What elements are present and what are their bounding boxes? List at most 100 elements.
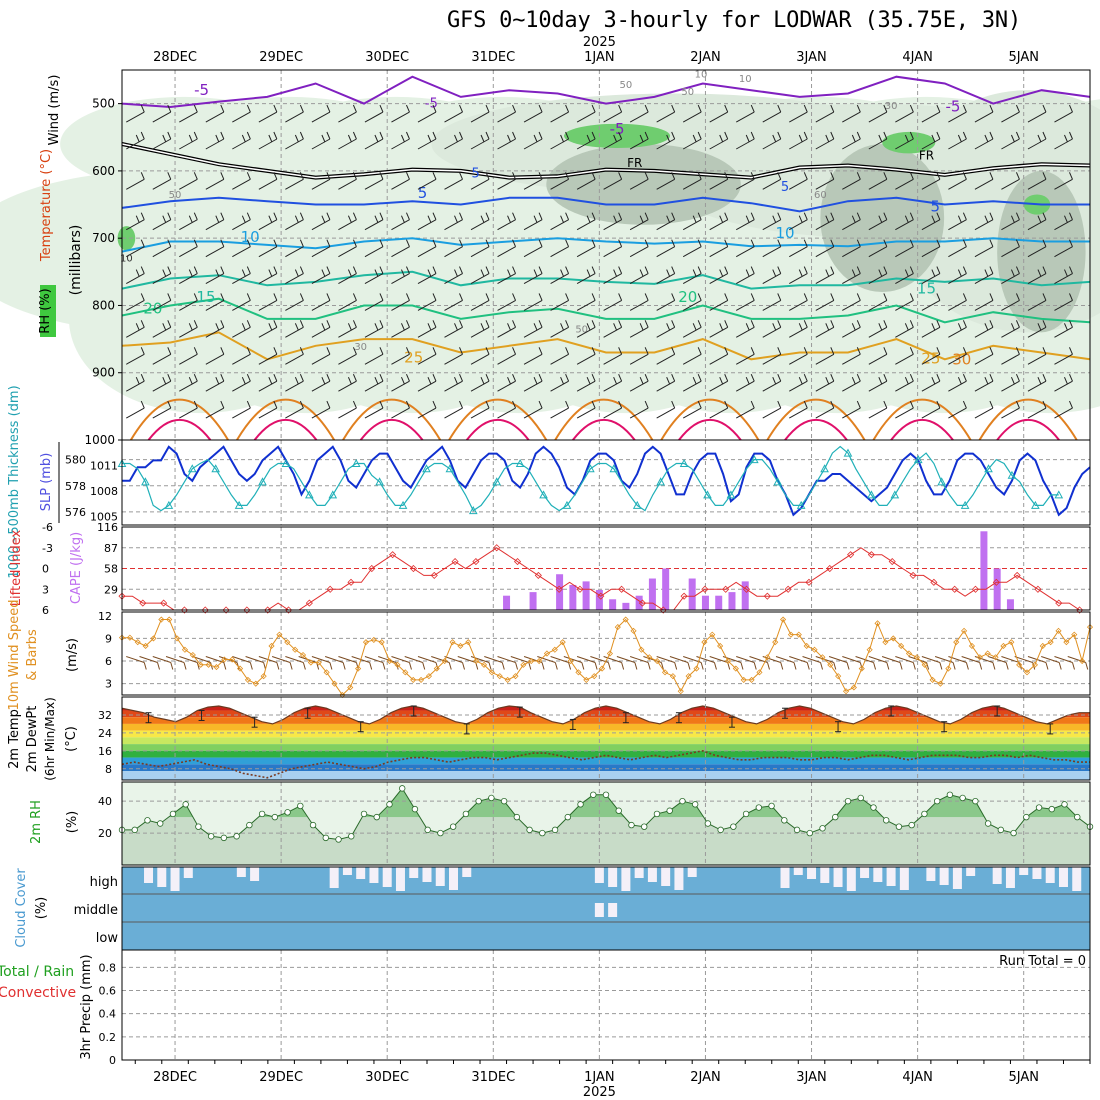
rh-marker	[500, 797, 508, 805]
wind-speed-marker	[1008, 639, 1015, 646]
li-tick-label: -3	[42, 542, 53, 555]
wind-barb	[1054, 104, 1073, 123]
wind-speed-marker	[858, 665, 865, 672]
wind-barb	[789, 373, 808, 392]
wind-speed-marker	[882, 639, 889, 646]
upper-ylabel-wind: Wind (m/s)	[47, 75, 62, 146]
wind-speed-marker	[473, 657, 480, 665]
wind-barb	[603, 239, 623, 258]
temp-ylabel-units: (°C)	[64, 726, 79, 752]
date-label-bottom: 2JAN	[690, 1070, 721, 1085]
thickness-marker	[960, 500, 970, 509]
wind-barb	[364, 172, 384, 190]
wind-barb	[152, 293, 172, 311]
wind-barb	[338, 172, 357, 190]
wind-barb-10m	[1067, 656, 1089, 670]
wind-speed-marker	[480, 661, 488, 668]
wind-barb	[948, 373, 967, 392]
wind-barb	[205, 104, 225, 123]
cloud-clear-gap	[157, 867, 167, 887]
wind-barb	[789, 104, 808, 123]
date-label-bottom: 1JAN	[584, 1070, 615, 1085]
wind-barb	[682, 266, 702, 284]
lifted-index-marker	[930, 578, 938, 586]
cape-bar	[993, 568, 1001, 610]
lifted-index-marker	[659, 606, 667, 614]
cloud-clear-gap	[369, 867, 379, 883]
wind-speed-marker	[142, 642, 149, 650]
wind-barb	[205, 266, 225, 284]
wind-barb-10m	[974, 656, 996, 670]
wind-barb	[391, 373, 410, 392]
date-label-bottom: 4JAN	[902, 1070, 933, 1085]
wind-speed-marker	[953, 639, 960, 646]
wind-barb	[868, 131, 888, 150]
cloud-clear-gap	[793, 867, 803, 875]
wind-barb-10m	[855, 656, 877, 670]
wind-ylabel-units: (m/s)	[65, 638, 80, 672]
wind-barb	[364, 373, 384, 392]
rh-marker	[131, 826, 138, 834]
cloud-level-label: middle	[74, 903, 118, 918]
cape-tick-label: 58	[104, 563, 118, 576]
wind-barb	[629, 293, 649, 311]
contour-label: 30	[354, 342, 367, 353]
wind-barb	[444, 266, 463, 284]
cape-bar	[715, 595, 723, 610]
lifted-index-marker	[701, 585, 709, 593]
contour-label: 60	[814, 190, 827, 201]
contour-label: 30	[885, 101, 898, 112]
wind-speed-marker	[292, 646, 299, 653]
wind-barb	[550, 131, 570, 150]
wind-speed-marker	[677, 688, 684, 695]
cape-bar	[595, 589, 603, 610]
wind-barb	[603, 172, 623, 190]
wind-barb	[550, 293, 570, 311]
rh-marker	[679, 797, 686, 805]
cloud-clear-gap	[449, 867, 459, 890]
wind-barb	[682, 347, 702, 365]
wind-barb	[629, 212, 649, 231]
wind-barb-10m	[643, 656, 664, 670]
wind-barb-10m	[789, 656, 810, 670]
date-label-top: 28DEC	[153, 50, 197, 65]
cloud-level-label: low	[96, 931, 119, 946]
cloud-clear-gap	[899, 867, 909, 890]
wind-barb	[364, 266, 384, 284]
wind-speed-marker	[512, 673, 519, 680]
wind-barb	[152, 347, 172, 365]
lifted-index-marker	[680, 592, 688, 600]
rh-marker	[793, 826, 801, 834]
rh-legend-swatch	[40, 285, 56, 337]
rh-marker	[335, 836, 342, 843]
wind-speed-marker	[874, 620, 881, 627]
precip-tick-label: 0	[109, 1054, 116, 1067]
thickness-tick-label: 580	[65, 454, 86, 467]
wind-barb	[815, 266, 835, 284]
wind-barb	[974, 400, 994, 419]
wind-speed-marker	[622, 616, 629, 623]
date-label-top: 3JAN	[796, 50, 827, 65]
upper-ylabel-temperature: Temperature (°C)	[39, 149, 54, 262]
contour-label: 50	[575, 324, 588, 335]
cloud-clear-gap	[395, 867, 405, 891]
isotherm-line	[121, 75, 1091, 109]
cloud-ylabel-units: (%)	[34, 897, 49, 920]
isotherm-30-arc	[766, 398, 866, 441]
wind-barb	[470, 212, 490, 231]
contour-label: 5	[781, 180, 789, 195]
wind-speed-marker	[410, 676, 417, 683]
wind-barb	[1001, 266, 1020, 284]
lifted-index-marker	[638, 599, 646, 607]
wind-barb	[868, 239, 888, 258]
rh-marker	[819, 825, 826, 832]
wind-barb	[391, 347, 410, 365]
wind-speed-marker	[976, 654, 983, 661]
wind-barb	[948, 320, 967, 338]
lifted-index-marker	[326, 585, 334, 593]
upper-ylabel-millibars: (millibars)	[68, 225, 84, 296]
contour-label: 50	[169, 190, 182, 201]
wind-barb-10m	[152, 656, 174, 670]
wind-barb	[815, 131, 835, 150]
